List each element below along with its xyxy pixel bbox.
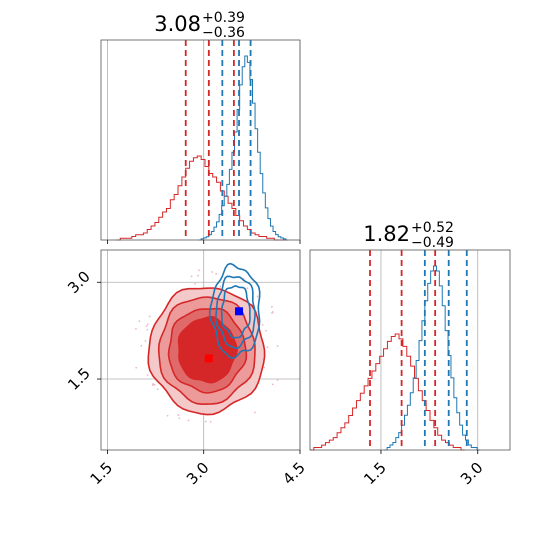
hist1-frame xyxy=(100,39,301,241)
hist2-xtick-label-1: 3.0 xyxy=(457,459,487,489)
contour-scatter-point xyxy=(266,346,269,349)
contour-blue-best-fit-marker xyxy=(235,307,244,316)
title-param2-minus: −0.49 xyxy=(411,235,454,251)
contour-scatter-point xyxy=(265,329,268,332)
contour-scatter-point xyxy=(261,324,264,326)
contour-xtick-label-1: 3.0 xyxy=(183,459,213,489)
contour-scatter-point xyxy=(263,366,266,369)
contour-blue-level-2 xyxy=(208,262,261,360)
contour-scatter-point xyxy=(156,388,159,391)
hist2-blue-series xyxy=(384,265,480,451)
contour-scatter-point xyxy=(276,379,279,381)
contour-scatter-point xyxy=(209,420,212,423)
contour-scatter-point xyxy=(153,383,156,386)
contour-2d-panel: 1.5 3.0 4.5 1.5 3.0 xyxy=(64,249,309,489)
contour-scatter-point xyxy=(138,320,141,323)
contour-scatter-point xyxy=(190,275,193,278)
contour-ytick-label-0: 1.5 xyxy=(64,364,94,394)
contour-xtick-label-2: 4.5 xyxy=(279,459,309,489)
contour-scatter-point xyxy=(135,327,137,330)
contour-scatter-point xyxy=(246,287,249,290)
contour-scatter-point xyxy=(204,420,207,423)
histogram-param1-panel xyxy=(100,39,301,244)
contour-scatter-point xyxy=(178,417,181,420)
contour-scatter-point xyxy=(148,315,151,318)
title-param2-plus: +0.52 xyxy=(411,220,454,236)
contour-scatter-point xyxy=(146,328,149,331)
contour-ytick-label-1: 3.0 xyxy=(64,267,94,297)
contour-scatter-point xyxy=(144,340,147,342)
contour-scatter-point xyxy=(196,274,199,277)
title-param2-value: 1.82 xyxy=(363,222,410,246)
hist2-xtick-label-0: 1.5 xyxy=(360,459,390,489)
title-param2: 1.82 +0.52 −0.49 xyxy=(363,220,454,251)
title-param1-plus: +0.39 xyxy=(202,10,245,26)
contour-scatter-point xyxy=(215,273,218,275)
contour-scatter-point xyxy=(145,325,148,328)
contour-red-best-fit-marker xyxy=(204,354,213,363)
contour-scatter-point xyxy=(177,414,180,416)
title-param1: 3.08 +0.39 −0.36 xyxy=(154,10,245,41)
hist2-frame xyxy=(309,249,511,451)
contour-scatter-point xyxy=(166,414,169,417)
hist1-blue-series xyxy=(198,55,289,241)
contour-scatter-point xyxy=(271,311,274,313)
contour-scatter-point xyxy=(187,419,190,422)
title-param1-minus: −0.36 xyxy=(202,25,245,41)
contour-scatter-point xyxy=(254,411,256,414)
contour-scatter-point xyxy=(271,383,274,386)
contour-scatter-point xyxy=(198,269,200,272)
contour-scatter-point xyxy=(146,323,149,326)
contour-frame xyxy=(100,249,301,451)
hist2-red-series xyxy=(310,333,465,451)
contour-scatter-point xyxy=(140,344,143,347)
contour-blue-level-1 xyxy=(214,275,256,350)
contour-scatter-point xyxy=(211,271,214,273)
contour-scatter-point xyxy=(256,295,259,298)
contour-scatter-point xyxy=(276,345,279,347)
histogram-param2-panel: 1.5 3.0 xyxy=(309,249,511,489)
contour-blue-level-0 xyxy=(220,285,251,339)
contour-scatter-point xyxy=(135,366,138,369)
contour-scatter-point xyxy=(194,282,197,285)
contour-scatter-point xyxy=(271,305,273,308)
title-param1-value: 3.08 xyxy=(154,12,201,36)
contour-xtick-label-0: 1.5 xyxy=(87,459,117,489)
contour-scatter-point xyxy=(219,285,222,288)
contour-scatter-point xyxy=(146,374,149,376)
contour-scatter-point xyxy=(151,384,154,386)
